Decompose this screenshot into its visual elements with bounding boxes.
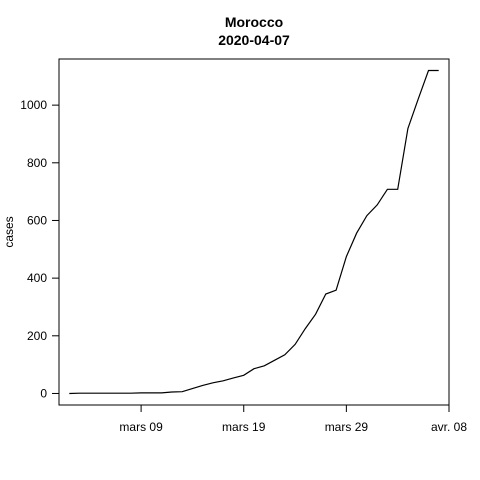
x-tick-label: mars 09 <box>119 420 163 434</box>
x-tick-label: mars 19 <box>222 420 266 434</box>
chart-title: Morocco <box>225 14 283 30</box>
y-tick-label: 200 <box>27 329 47 343</box>
y-tick-label: 600 <box>27 213 47 227</box>
series-line-cases <box>69 69 439 395</box>
y-tick-label: 0 <box>40 386 47 400</box>
y-tick-label: 1000 <box>20 98 47 112</box>
y-axis: 0 200 400 600 800 1000 <box>20 98 59 400</box>
y-tick-label: 400 <box>27 271 47 285</box>
x-tick-label: avr. 08 <box>431 420 467 434</box>
y-tick-label: 800 <box>27 156 47 170</box>
y-axis-label: cases <box>2 216 16 247</box>
chart-subtitle: 2020-04-07 <box>218 32 290 48</box>
x-axis: mars 09 mars 19 mars 29 avr. 08 <box>119 405 467 434</box>
x-tick-label: mars 29 <box>325 420 369 434</box>
plot-frame <box>58 58 450 406</box>
